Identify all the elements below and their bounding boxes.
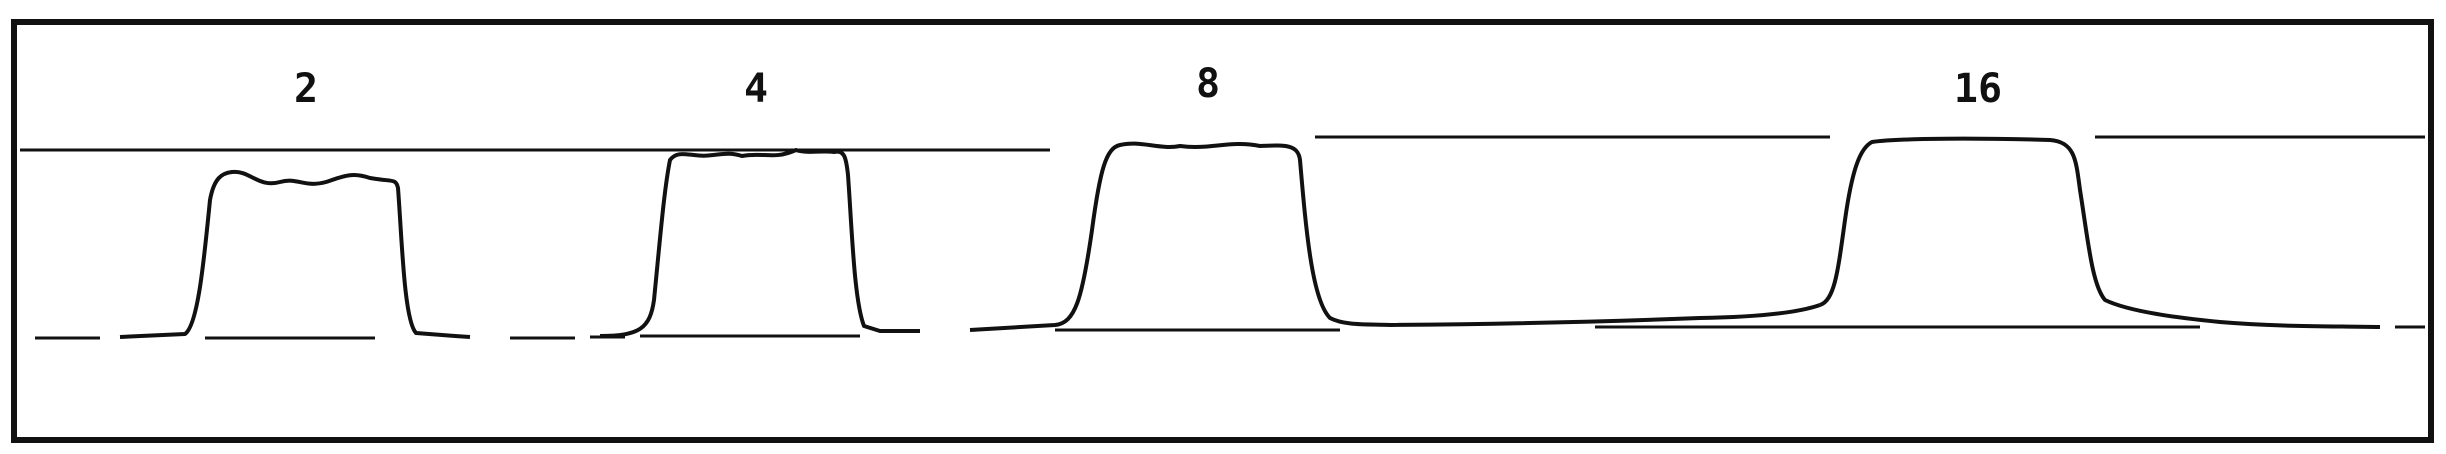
peak-label: 8 bbox=[1196, 61, 1220, 107]
peak-16-curve bbox=[1819, 136, 2381, 329]
peak-2-curve bbox=[119, 169, 471, 339]
top-reference-line bbox=[20, 135, 2425, 152]
baseline-segments bbox=[35, 325, 2425, 340]
peak-labels: 2 4 8 16 bbox=[294, 61, 2002, 112]
peak-8-curve bbox=[969, 141, 1821, 332]
peak-4-curve bbox=[599, 148, 920, 338]
peak-label: 16 bbox=[1954, 66, 2002, 112]
peak-label: 4 bbox=[744, 66, 768, 112]
chart-frame bbox=[11, 19, 2434, 443]
series-line bbox=[119, 136, 2381, 339]
peak-label: 2 bbox=[294, 66, 318, 112]
